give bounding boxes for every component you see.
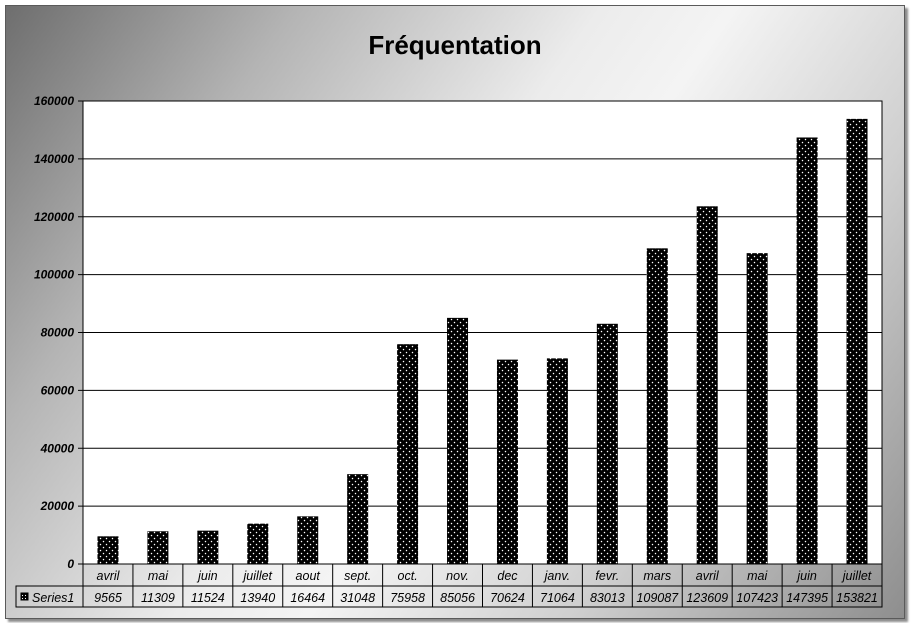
bar	[247, 523, 269, 564]
bar	[147, 531, 169, 564]
bar	[546, 358, 568, 564]
data-label: 70624	[490, 591, 525, 605]
bar	[596, 323, 618, 564]
bar	[846, 118, 868, 564]
bar	[397, 344, 419, 564]
y-tick-label: 20000	[40, 499, 75, 513]
category-label: nov.	[446, 569, 469, 583]
bar	[347, 474, 369, 564]
data-label: 83013	[590, 591, 625, 605]
data-label: 153821	[836, 591, 878, 605]
bar	[646, 248, 668, 564]
data-label: 147395	[786, 591, 828, 605]
data-label: 9565	[94, 591, 122, 605]
data-label: 109087	[636, 591, 679, 605]
category-label: avril	[696, 569, 720, 583]
bars	[97, 118, 868, 565]
bar	[696, 206, 718, 564]
category-label: mai	[747, 569, 768, 583]
y-tick-label: 40000	[40, 441, 75, 455]
data-label: 123609	[686, 591, 728, 605]
category-label: fevr.	[595, 569, 619, 583]
y-axis-ticks: 0 20000 40000 60000 80000 100000 120000 140000 1…	[34, 94, 83, 571]
chart-title: Fréquentation	[368, 30, 542, 60]
bar	[197, 530, 219, 564]
legend-series-name: Series1	[32, 591, 74, 605]
y-tick-label: 60000	[41, 383, 75, 397]
y-tick-label: 140000	[34, 152, 74, 166]
data-label: 85056	[440, 591, 475, 605]
data-label: 11309	[141, 591, 175, 605]
data-table: avril mai juin juillet aout sept. oct. nov. dec j…	[15, 563, 883, 608]
bar	[97, 536, 119, 564]
y-tick-label: 100000	[34, 268, 74, 282]
category-label: oct.	[398, 569, 418, 583]
bar	[297, 516, 319, 564]
category-label: sept.	[344, 569, 371, 583]
category-label: juillet	[242, 569, 273, 583]
bar	[496, 359, 518, 564]
data-label: 16464	[290, 591, 325, 605]
category-label: aout	[296, 569, 321, 583]
category-label: avril	[97, 569, 121, 583]
legend-key-icon	[20, 592, 29, 601]
category-label: juillet	[841, 569, 872, 583]
data-label: 11524	[191, 591, 225, 605]
data-label: 75958	[390, 591, 425, 605]
y-tick-label: 0	[67, 557, 74, 571]
category-label: dec	[497, 569, 518, 583]
chart-frame: Fréquentation 0 20000 40000 60000 80000 10000…	[5, 5, 905, 619]
category-label: juin	[795, 569, 817, 583]
data-label: 71064	[540, 591, 575, 605]
category-label: janv.	[543, 569, 570, 583]
y-tick-label: 160000	[34, 94, 74, 108]
data-label: 13940	[240, 591, 275, 605]
data-label: 107423	[736, 591, 778, 605]
y-tick-label: 80000	[41, 326, 75, 340]
bar	[746, 253, 768, 564]
category-label: mars	[643, 569, 671, 583]
bar	[796, 137, 818, 565]
category-label: juin	[196, 569, 218, 583]
bar	[447, 317, 469, 564]
category-label: mai	[148, 569, 169, 583]
chart-svg: 0 20000 40000 60000 80000 100000 120000 140000 1…	[15, 94, 883, 608]
y-tick-label: 120000	[34, 210, 74, 224]
data-label: 31048	[340, 591, 375, 605]
